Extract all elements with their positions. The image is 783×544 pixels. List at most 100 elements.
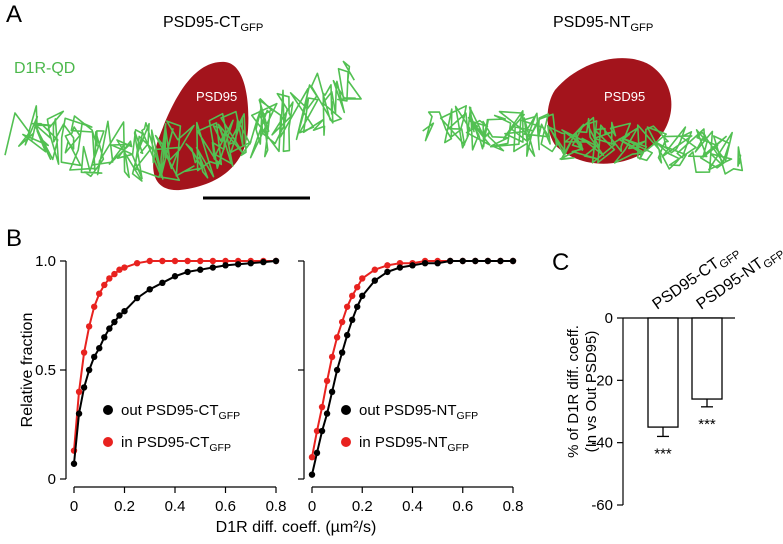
- y-axis-label: (In vs Out PSD95): [583, 331, 600, 453]
- data-point: [409, 262, 416, 269]
- legend-label: out PSD95-CTGFP: [121, 402, 240, 422]
- data-point: [101, 281, 108, 289]
- data-point: [396, 264, 404, 271]
- data-point: [85, 366, 93, 374]
- data-point: [343, 303, 351, 310]
- x-tick-label: 0: [70, 498, 78, 515]
- data-point: [184, 268, 191, 276]
- y-tick-label: 0.5: [35, 362, 56, 379]
- data-point: [318, 403, 326, 411]
- legend-label-sub: GFP: [447, 442, 469, 454]
- data-point: [359, 275, 366, 282]
- data-point: [313, 427, 321, 435]
- y-tick-label: -20: [591, 372, 613, 389]
- data-point: [85, 323, 93, 330]
- data-point: [159, 279, 166, 286]
- data-point: [323, 377, 331, 385]
- legend-label-main: out PSD95-CT: [121, 402, 219, 419]
- panel-label: A: [6, 1, 22, 28]
- data-point: [472, 257, 479, 265]
- data-point: [80, 384, 88, 391]
- panel-label: C: [552, 249, 569, 276]
- data-point: [384, 268, 391, 276]
- data-point: [116, 312, 123, 319]
- data-point: [349, 316, 356, 324]
- data-point: [234, 261, 242, 268]
- y-axis-label: Relative fraction: [19, 313, 36, 428]
- data-point: [116, 266, 123, 273]
- x-tick-label: 0.2: [352, 498, 373, 515]
- data-point: [121, 307, 128, 315]
- data-point: [209, 257, 217, 265]
- bar: [691, 317, 723, 400]
- legend-label-main: in PSD95-CT: [121, 434, 209, 451]
- panel-label: B: [6, 225, 22, 252]
- data-point: [121, 264, 128, 271]
- legend-label: in PSD95-NTGFP: [359, 434, 469, 454]
- data-point: [101, 334, 108, 341]
- series-line: [311, 260, 513, 458]
- data-point: [333, 366, 341, 374]
- trajectory: [422, 105, 744, 175]
- data-point: [333, 334, 341, 341]
- x-axis-label: D1R diff. coeff. (µm²/s): [216, 519, 377, 536]
- data-point: [197, 257, 204, 265]
- y-tick-label: -40: [591, 435, 613, 452]
- image-title-main: PSD95-CT: [163, 14, 241, 31]
- y-tick-label: -60: [591, 497, 613, 514]
- data-point: [159, 257, 166, 265]
- data-point: [313, 449, 321, 457]
- data-point: [446, 257, 454, 265]
- data-point: [328, 353, 336, 361]
- legend-label-sub: GFP: [457, 410, 479, 422]
- psd95-blob: [153, 61, 249, 191]
- data-point: [70, 460, 78, 467]
- data-point: [75, 388, 83, 395]
- data-point: [354, 283, 361, 291]
- data-point: [343, 331, 351, 339]
- annotation: ***: [698, 416, 716, 433]
- data-point: [96, 290, 103, 297]
- legend-label: out PSD95-NTGFP: [359, 402, 478, 422]
- data-point: [338, 349, 346, 356]
- data-point: [318, 427, 326, 435]
- data-point: [197, 266, 204, 273]
- x-tick-label: 0.2: [114, 498, 135, 515]
- data-point: [80, 349, 88, 356]
- legend-marker: [341, 437, 351, 447]
- y-tick-label: 1.0: [35, 253, 56, 270]
- blob-label: PSD95: [604, 89, 645, 104]
- data-point: [146, 286, 153, 293]
- data-point: [111, 270, 118, 278]
- legend-marker: [103, 405, 113, 415]
- data-point: [209, 264, 217, 271]
- data-point: [247, 259, 254, 267]
- legend-label-sub: GFP: [209, 442, 231, 454]
- data-point: [323, 410, 331, 417]
- data-point: [222, 262, 229, 269]
- image-title: PSD95-CTGFP: [163, 14, 263, 34]
- data-point: [434, 259, 441, 267]
- data-point: [111, 318, 118, 326]
- blob-label: PSD95: [196, 89, 237, 104]
- y-tick-label: 0: [48, 471, 56, 488]
- data-point: [484, 257, 492, 265]
- data-point: [459, 257, 466, 265]
- legend-marker: [341, 405, 351, 415]
- legend-marker: [103, 437, 113, 447]
- trajectory: [4, 60, 362, 182]
- series-line: [73, 260, 276, 451]
- data-point: [371, 277, 379, 284]
- trajectory-label: D1R-QD: [14, 60, 75, 77]
- data-point: [106, 325, 113, 332]
- image-title-main: PSD95-NT: [553, 14, 631, 31]
- x-tick-label: 0.4: [402, 498, 423, 515]
- data-point: [421, 259, 429, 267]
- data-point: [308, 454, 316, 461]
- y-tick-label: 0: [605, 310, 613, 327]
- data-point: [497, 257, 504, 265]
- data-point: [133, 294, 141, 302]
- x-tick-label: 0: [308, 498, 316, 515]
- data-point: [171, 273, 179, 280]
- data-point: [184, 257, 191, 265]
